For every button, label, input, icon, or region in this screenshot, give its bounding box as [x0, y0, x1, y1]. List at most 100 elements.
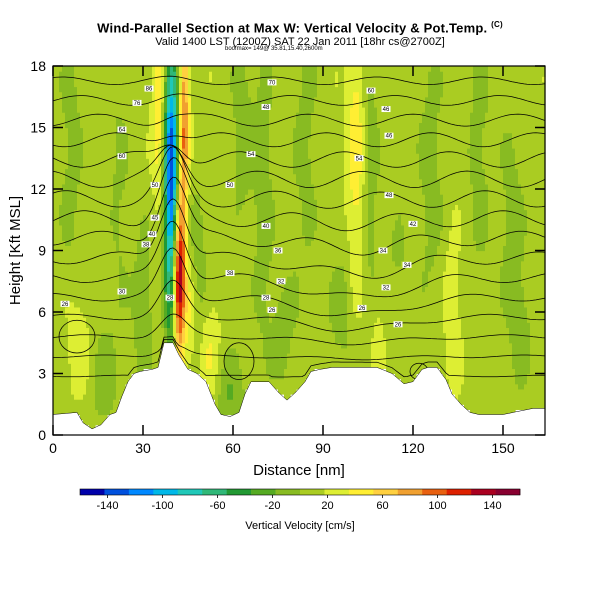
- field-cell: [179, 342, 183, 359]
- field-cell: [254, 204, 258, 257]
- theta-label: 36: [275, 249, 282, 255]
- field-cell: [65, 168, 69, 246]
- field-cell: [344, 281, 348, 349]
- field-cell: [167, 76, 171, 98]
- field-cell: [296, 183, 300, 277]
- field-cell: [440, 71, 444, 98]
- colorbar-swatch: [422, 489, 447, 495]
- field-cell: [362, 107, 366, 185]
- field-cell: [476, 250, 480, 416]
- field-cell: [302, 235, 306, 385]
- field-cell: [170, 276, 174, 308]
- field-cell: [329, 322, 333, 369]
- field-cell: [350, 286, 354, 369]
- chart-subtitle: Valid 1400 LST (1200Z) SAT 22 Jan 2011 […: [155, 36, 445, 48]
- field-cell: [218, 66, 222, 323]
- field-cell: [368, 66, 372, 93]
- theta-label-bg: [165, 294, 175, 301]
- field-cell: [446, 378, 450, 385]
- field-cell: [203, 66, 207, 252]
- field-cell: [194, 66, 198, 195]
- theta-label: 64: [119, 128, 126, 134]
- field-cell: [311, 240, 315, 375]
- field-cell: [101, 66, 105, 334]
- field-cell: [290, 276, 294, 339]
- x-tick-label: 90: [315, 440, 331, 456]
- y-tick-label: 3: [38, 366, 46, 382]
- field-cell: [509, 66, 513, 134]
- theta-label-bg: [267, 306, 277, 313]
- field-cell: [185, 276, 189, 313]
- field-cell: [170, 199, 174, 221]
- field-cell: [167, 271, 171, 303]
- field-cell: [293, 271, 297, 328]
- field-cell: [77, 112, 81, 185]
- field-cell: [530, 66, 534, 410]
- field-cell: [110, 332, 114, 410]
- field-cell: [335, 66, 339, 72]
- field-cell: [284, 281, 288, 369]
- field-cell: [524, 66, 528, 211]
- field-cell: [512, 66, 516, 149]
- field-cell: [524, 235, 528, 308]
- field-cell: [338, 66, 342, 267]
- field-cell: [113, 347, 117, 400]
- field-cell: [272, 317, 276, 380]
- field-cell: [461, 383, 465, 405]
- field-cell: [341, 66, 345, 267]
- field-cell: [272, 66, 276, 200]
- field-cell: [185, 312, 189, 344]
- field-cell: [323, 66, 327, 369]
- colorbar-tick-label: -100: [151, 500, 173, 512]
- field-cell: [110, 409, 114, 416]
- field-cell: [68, 66, 72, 246]
- theta-label: 32: [383, 285, 390, 291]
- field-cell: [254, 66, 258, 103]
- field-cell: [392, 66, 396, 231]
- field-cell: [467, 66, 471, 149]
- field-cell: [503, 317, 507, 416]
- field-cell: [164, 112, 168, 149]
- field-cell: [113, 399, 117, 416]
- field-cell: [419, 66, 423, 123]
- field-cell: [176, 347, 180, 354]
- field-cell: [500, 66, 504, 144]
- field-cell: [185, 66, 189, 103]
- field-cell: [278, 301, 282, 380]
- field-cell: [254, 312, 258, 385]
- field-cell: [245, 81, 249, 195]
- field-cell: [236, 214, 240, 354]
- field-cell: [209, 368, 213, 395]
- colorbar-swatch: [153, 489, 179, 495]
- field-cell: [371, 66, 375, 93]
- theta-contour-line: [52, 113, 546, 127]
- field-cell: [182, 148, 186, 241]
- field-cell: [242, 204, 246, 390]
- field-cell: [182, 127, 186, 149]
- field-cell: [506, 132, 510, 328]
- field-cell: [356, 317, 360, 369]
- theta-label: 38: [143, 242, 150, 248]
- field-cell: [542, 66, 546, 77]
- field-cell: [473, 66, 477, 241]
- field-cell: [188, 163, 192, 195]
- field-cell: [440, 194, 444, 231]
- theta-label: 40: [263, 224, 270, 230]
- field-cell: [122, 66, 126, 123]
- field-cell: [272, 199, 276, 241]
- field-cell: [458, 66, 462, 211]
- field-cell: [269, 107, 273, 180]
- theta-label-bg: [366, 87, 376, 94]
- field-cell: [164, 194, 168, 293]
- colorbar-tick-label: -140: [96, 500, 118, 512]
- field-cell: [344, 66, 348, 216]
- theta-label: 40: [149, 232, 156, 238]
- field-cell: [95, 66, 99, 354]
- field-cell: [164, 148, 168, 195]
- colorbar-swatch: [324, 489, 350, 495]
- chart-title: Wind-Parallel Section at Max W: Vertical…: [97, 20, 503, 36]
- field-cell: [521, 66, 525, 195]
- field-cell: [68, 245, 72, 303]
- field-cell: [176, 183, 180, 200]
- field-cell: [521, 194, 525, 262]
